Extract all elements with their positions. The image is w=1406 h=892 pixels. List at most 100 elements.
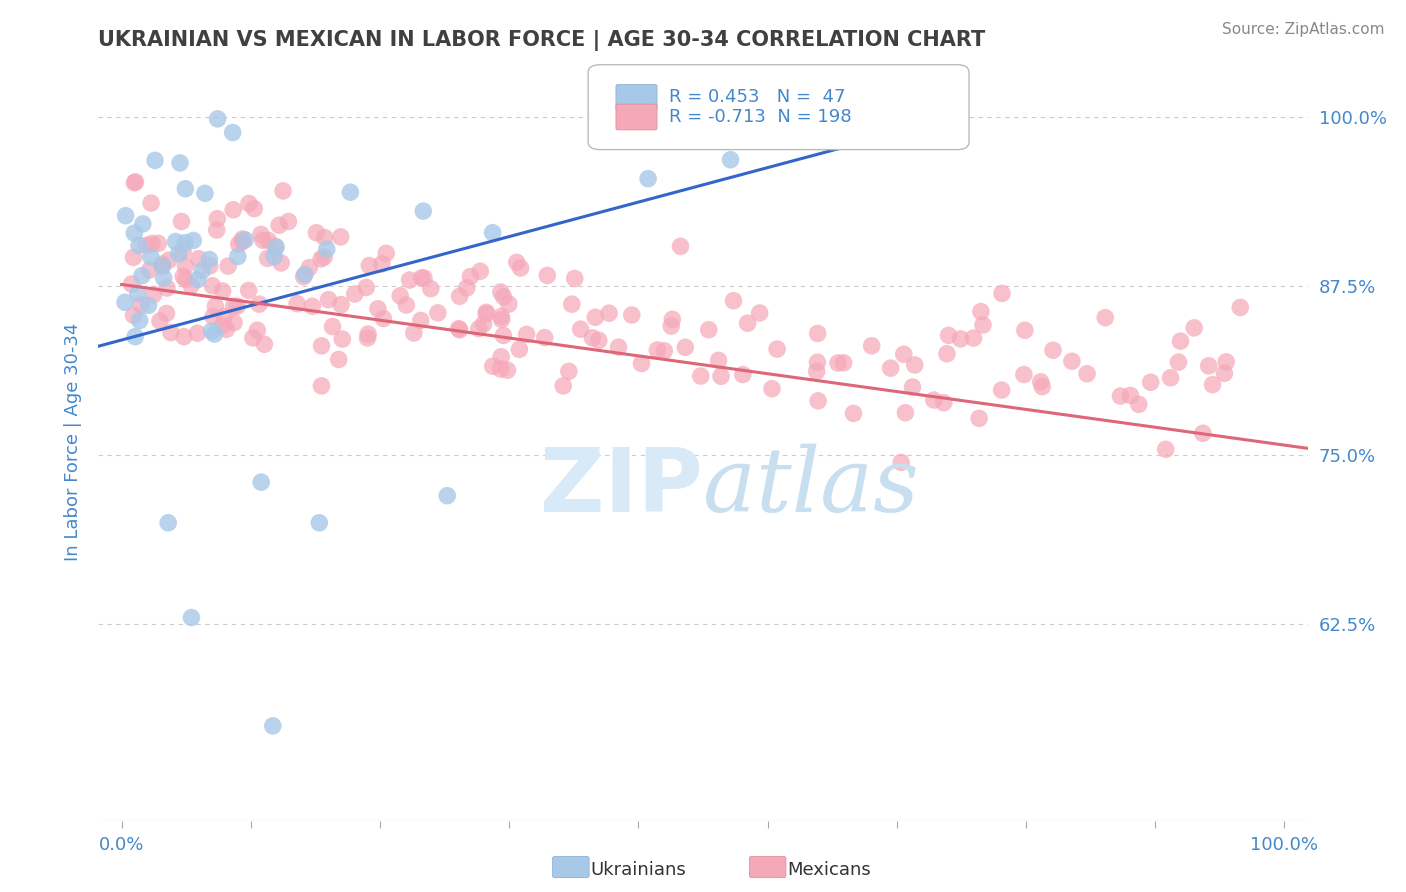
Point (1109, 389, 1132, 403)
Point (481, 359, 503, 374)
Point (970, 304, 993, 318)
Point (314, 250, 336, 264)
Point (211, 284, 233, 298)
Point (652, 343, 675, 358)
Point (135, 238, 157, 252)
Point (214, 310, 236, 324)
Point (697, 323, 720, 337)
Point (138, 298, 160, 312)
Point (472, 317, 495, 331)
Point (315, 242, 337, 256)
Point (215, 322, 238, 336)
Point (533, 331, 555, 345)
Point (270, 256, 292, 270)
Point (294, 268, 316, 282)
Point (669, 239, 692, 253)
Point (509, 260, 531, 275)
Point (329, 230, 352, 244)
Point (129, 298, 152, 312)
Point (187, 252, 209, 266)
Point (1170, 334, 1192, 348)
Point (498, 297, 520, 311)
Text: atlas: atlas (703, 443, 918, 531)
Point (170, 214, 193, 228)
Point (569, 322, 592, 336)
Point (1215, 355, 1237, 369)
Point (181, 234, 204, 248)
Point (879, 361, 901, 376)
Point (277, 214, 299, 228)
Point (456, 281, 478, 295)
Point (558, 364, 581, 378)
Point (516, 327, 538, 342)
Point (263, 250, 285, 264)
Point (243, 202, 266, 216)
Point (253, 337, 276, 351)
Point (1160, 371, 1182, 385)
Point (201, 310, 224, 324)
Point (373, 311, 395, 326)
Point (398, 273, 420, 287)
Point (1119, 388, 1142, 402)
Point (419, 282, 441, 296)
Text: ZIP: ZIP (540, 443, 703, 531)
FancyBboxPatch shape (588, 65, 969, 150)
FancyBboxPatch shape (616, 104, 657, 130)
Point (707, 353, 730, 368)
Point (890, 455, 912, 469)
Point (149, 314, 172, 328)
Point (620, 308, 643, 322)
Point (232, 235, 254, 249)
Point (139, 250, 162, 264)
Point (186, 326, 208, 341)
Point (935, 347, 957, 361)
Point (1031, 379, 1053, 393)
Point (138, 263, 160, 277)
Point (748, 306, 770, 320)
Point (250, 227, 273, 242)
Text: Ukrainians: Ukrainians (591, 861, 686, 879)
Point (409, 313, 432, 327)
Point (659, 319, 682, 334)
Point (211, 318, 233, 333)
Point (308, 516, 330, 530)
Point (689, 369, 711, 384)
Text: UKRAINIAN VS MEXICAN IN LABOR FORCE | AGE 30-34 CORRELATION CHART: UKRAINIAN VS MEXICAN IN LABOR FORCE | AG… (98, 29, 986, 51)
Point (246, 323, 269, 337)
Point (1094, 310, 1116, 325)
Point (1014, 323, 1036, 337)
Point (194, 186, 217, 201)
Point (132, 217, 155, 231)
Point (157, 516, 180, 530)
Point (1201, 377, 1223, 392)
Point (449, 289, 471, 303)
Y-axis label: In Labor Force | Age 30-34: In Labor Force | Age 30-34 (63, 322, 82, 561)
Point (367, 301, 389, 316)
Point (630, 356, 652, 370)
Point (491, 312, 513, 326)
Point (122, 309, 145, 323)
Point (723, 293, 745, 308)
Point (318, 293, 340, 307)
Point (1154, 442, 1177, 457)
Point (761, 382, 783, 396)
Point (122, 250, 145, 264)
Point (124, 175, 146, 189)
Point (932, 396, 955, 410)
Point (806, 364, 828, 378)
Point (489, 285, 512, 299)
Point (389, 289, 412, 303)
Point (174, 272, 197, 286)
Point (553, 379, 575, 393)
Point (271, 184, 294, 198)
Point (157, 253, 180, 268)
Point (233, 233, 256, 247)
Point (114, 295, 136, 310)
Point (413, 270, 436, 285)
Point (238, 284, 260, 298)
Point (141, 236, 163, 251)
Point (607, 340, 630, 354)
Point (893, 347, 915, 361)
Point (359, 259, 381, 273)
Point (221, 126, 243, 140)
